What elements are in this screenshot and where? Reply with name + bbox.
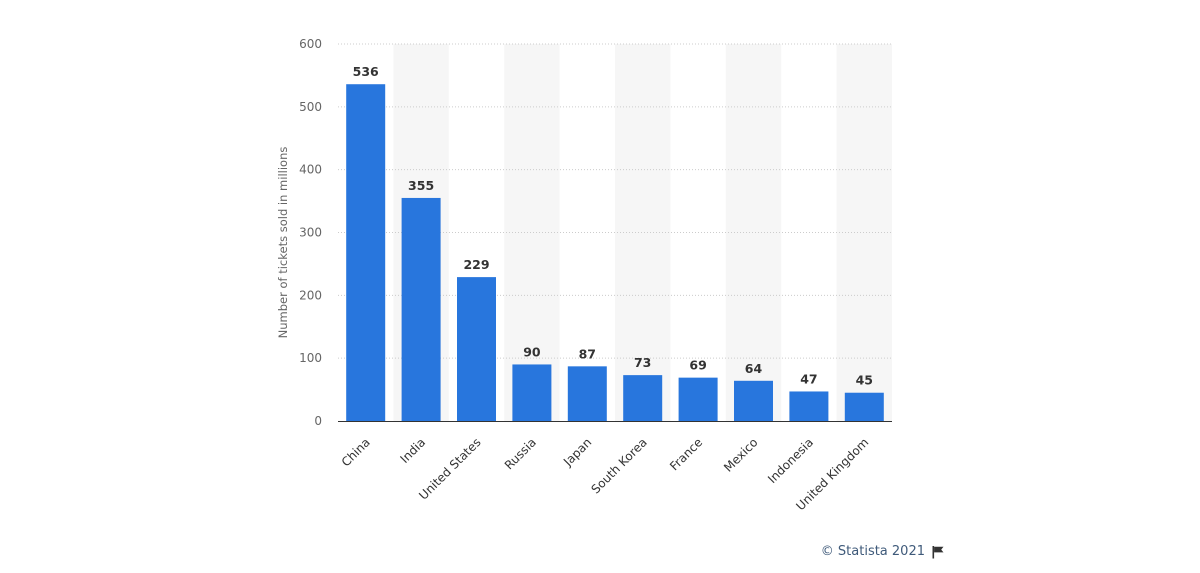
value-label: 355 <box>408 178 434 193</box>
y-tick-label: 500 <box>299 100 322 114</box>
y-tick-label: 0 <box>314 414 322 428</box>
value-label: 87 <box>579 346 596 361</box>
gridlines <box>338 43 892 359</box>
column-band <box>725 44 782 421</box>
bar[interactable] <box>734 380 773 421</box>
column-band <box>836 44 892 421</box>
x-tick-label: Japan <box>560 435 594 469</box>
bar[interactable] <box>346 84 386 422</box>
credit-text: © Statista 2021 <box>820 544 925 559</box>
bar[interactable] <box>623 375 663 421</box>
y-tick-label: 200 <box>299 288 322 302</box>
y-tick-label: 100 <box>299 351 322 365</box>
bar[interactable] <box>401 197 441 421</box>
bar[interactable] <box>844 392 884 421</box>
bar[interactable] <box>567 366 607 421</box>
x-tick-label: Russia <box>502 435 539 472</box>
x-tick-label: South Korea <box>589 435 650 496</box>
value-label: 536 <box>353 64 379 79</box>
y-axis-title: Number of tickets sold in millions <box>276 147 290 339</box>
x-tick-label: China <box>339 435 373 469</box>
value-label: 229 <box>463 257 489 272</box>
bar[interactable] <box>678 377 718 421</box>
y-tick-label: 300 <box>299 226 322 240</box>
bar[interactable] <box>512 364 552 421</box>
x-tick-label: Mexico <box>721 435 761 475</box>
column-band <box>504 44 560 421</box>
bar[interactable] <box>457 277 496 421</box>
x-tick-label: Indonesia <box>765 435 816 486</box>
y-tick-label: 600 <box>299 37 322 51</box>
bar[interactable] <box>789 391 829 421</box>
value-label: 90 <box>523 344 541 359</box>
column-band <box>615 44 671 421</box>
x-tick-label: France <box>667 435 705 473</box>
value-label: 45 <box>856 373 873 388</box>
x-tick-label: India <box>397 435 428 466</box>
value-label: 69 <box>689 358 706 373</box>
bars <box>346 84 884 422</box>
y-tick-label: 400 <box>299 163 322 177</box>
source-credit[interactable]: © Statista 2021 <box>821 544 945 559</box>
value-label: 47 <box>800 371 817 386</box>
flag-icon[interactable] <box>931 545 945 559</box>
y-axis-ticks: 0 100 200 300 400 500 600 <box>299 37 322 428</box>
value-label: 64 <box>745 361 763 376</box>
value-labels: 536 355 229 90 87 73 69 64 47 45 <box>353 64 873 388</box>
value-label: 73 <box>634 355 651 370</box>
